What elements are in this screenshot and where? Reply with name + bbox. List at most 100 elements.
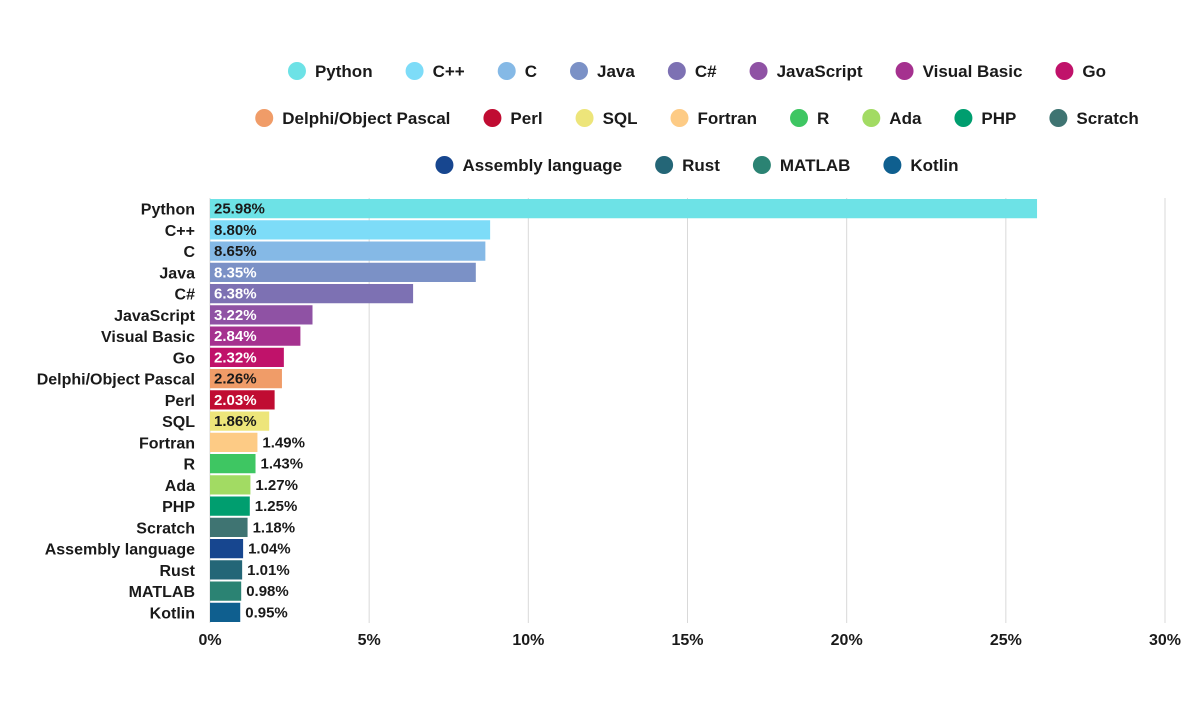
category-label: Perl: [165, 393, 195, 410]
bar-sql: [210, 411, 270, 431]
data-label: 1.25%: [255, 498, 298, 515]
legend-item-c: C: [497, 62, 537, 81]
legend-marker: [1049, 109, 1068, 127]
legend-label: R: [817, 109, 829, 128]
legend-label: Python: [315, 62, 373, 81]
x-tick-label: 20%: [831, 632, 863, 649]
category-label: Java: [159, 265, 195, 282]
legend-item-go: Go: [1055, 62, 1106, 81]
legend-marker: [749, 62, 768, 80]
legend-item-delphi-object-pascal: Delphi/Object Pascal: [255, 109, 450, 128]
data-label: 1.01%: [247, 562, 290, 579]
legend-item-sql: SQL: [575, 109, 638, 128]
legend-label: Java: [597, 62, 635, 81]
bar-matlab: [210, 581, 242, 601]
legend-label: JavaScript: [777, 62, 863, 81]
legend-marker: [655, 156, 674, 174]
legend-marker: [862, 109, 881, 127]
bar-r: [210, 454, 256, 474]
legend-label: Delphi/Object Pascal: [282, 109, 450, 128]
bar-assembly-language: [210, 539, 244, 559]
legend-item-c: C++: [405, 62, 465, 81]
legend-marker: [575, 109, 594, 127]
legend-label: SQL: [603, 109, 638, 128]
category-label: Python: [141, 202, 195, 219]
data-label: 25.98%: [214, 201, 265, 218]
legend-item-kotlin: Kotlin: [883, 156, 959, 175]
legend-marker: [883, 156, 902, 174]
data-label: 1.43%: [261, 456, 304, 473]
category-label: C++: [165, 223, 195, 240]
legend-marker: [405, 62, 424, 80]
category-label: Kotlin: [150, 605, 195, 622]
legend-item-python: Python: [287, 62, 373, 81]
data-label: 1.86%: [214, 413, 257, 430]
legend-marker: [255, 109, 274, 127]
legend-marker: [570, 62, 588, 80]
bar-java: [210, 262, 476, 282]
legend-marker: [435, 156, 454, 174]
category-label: SQL: [162, 414, 195, 431]
data-label: 2.32%: [214, 349, 257, 366]
legend-label: Scratch: [1076, 109, 1138, 128]
category-label: Go: [173, 350, 195, 367]
legend-item-rust: Rust: [655, 156, 720, 175]
legend-item-javascript: JavaScript: [749, 62, 863, 81]
category-label: Scratch: [136, 520, 195, 537]
legend-item-perl: Perl: [483, 109, 543, 128]
x-tick-label: 15%: [671, 632, 703, 649]
legend-item-assembly-language: Assembly language: [435, 156, 622, 175]
data-label: 8.65%: [214, 243, 257, 260]
legend-item-r: R: [790, 109, 829, 128]
legend-item-c: C#: [667, 62, 717, 81]
data-label: 2.84%: [214, 328, 257, 345]
category-label: Assembly language: [45, 542, 195, 559]
legend-label: PHP: [981, 109, 1016, 128]
data-label: 6.38%: [214, 286, 257, 303]
category-label: Ada: [165, 478, 195, 495]
legend-label: C++: [433, 62, 465, 81]
bar-scratch: [210, 517, 248, 537]
legend-item-fortran: Fortran: [670, 109, 757, 128]
legend-marker: [497, 62, 516, 80]
legend-item-visual-basic: Visual Basic: [895, 62, 1022, 81]
category-labels: Python C++ C Java C# JavaScript Visual Basic Go…: [37, 202, 196, 623]
legend-item-php: PHP: [954, 109, 1016, 128]
category-label: Rust: [159, 563, 195, 580]
bar-c: [210, 284, 414, 304]
data-label: 1.27%: [255, 477, 298, 494]
data-label: 3.22%: [214, 307, 257, 324]
bar-perl: [210, 390, 275, 410]
legend-marker: [954, 109, 973, 127]
category-label: Fortran: [139, 435, 195, 452]
legend-label: Kotlin: [910, 156, 958, 175]
bar-php: [210, 496, 250, 516]
bar-go: [210, 347, 284, 367]
category-label: C: [183, 244, 195, 261]
legend-item-scratch: Scratch: [1049, 109, 1139, 128]
legend-marker: [483, 109, 502, 127]
data-label: 1.04%: [248, 541, 291, 558]
legend-label: Rust: [682, 156, 720, 175]
legend-marker: [287, 62, 306, 80]
category-label: Visual Basic: [101, 329, 195, 346]
legend-marker: [1055, 62, 1074, 80]
data-label: 1.49%: [262, 434, 305, 451]
data-label: 1.18%: [253, 519, 296, 536]
bar-javascript: [210, 305, 313, 325]
legend-label: MATLAB: [780, 156, 851, 175]
category-label: Delphi/Object Pascal: [37, 372, 195, 389]
bar-python: [210, 199, 1038, 219]
legend: Python C++ C Java C# JavaScript Visual Basic Go…: [255, 62, 1139, 175]
bars: 25.98% 8.80% 8.65% 8.35% 6.38% 3.22% 2.84% 2.32…: [210, 199, 1038, 622]
data-label: 8.80%: [214, 222, 257, 239]
category-label: JavaScript: [114, 308, 196, 325]
legend-label: Perl: [510, 109, 542, 128]
legend-label: Ada: [889, 109, 922, 128]
data-label: 8.35%: [214, 264, 257, 281]
legend-item-ada: Ada: [862, 109, 922, 128]
x-tick-label: 10%: [512, 632, 544, 649]
bar-delphi-object-pascal: [210, 369, 282, 389]
category-label: MATLAB: [129, 584, 195, 601]
